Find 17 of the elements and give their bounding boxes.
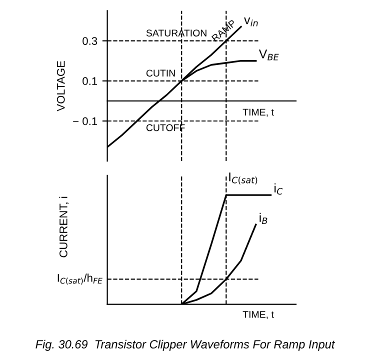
ref-line-label: I$_{C(sat)}$/h$_{FE}$ <box>58 274 102 285</box>
ref-line-label: CUTIN <box>146 70 175 77</box>
series-label: V$_{BE}$ <box>258 50 279 60</box>
ref-line-label: CUTOFF <box>146 124 185 132</box>
text: I$_{C(sat)}$ <box>229 172 258 184</box>
y-tick-label: − 0.1 <box>73 117 98 126</box>
series-label: i$_{B}$ <box>260 212 268 224</box>
series-label: i$_{C}$ <box>274 183 283 195</box>
caption: Fig. 30.69 Transistor Clipper Waveforms For Ramp Input <box>36 340 336 351</box>
y-tick-label: 0.1 <box>82 77 98 86</box>
ref-line-label: SATURATION <box>146 30 206 36</box>
x-axis-title: TIME, t <box>242 311 274 320</box>
y-axis-title: CURRENT, i <box>59 196 69 258</box>
series-label: v$_{in}$ <box>244 18 258 26</box>
y-tick-label: 0.3 <box>82 37 98 45</box>
y-axis-title: VOLTAGE <box>56 60 65 112</box>
x-axis-title: TIME, t <box>242 108 274 117</box>
